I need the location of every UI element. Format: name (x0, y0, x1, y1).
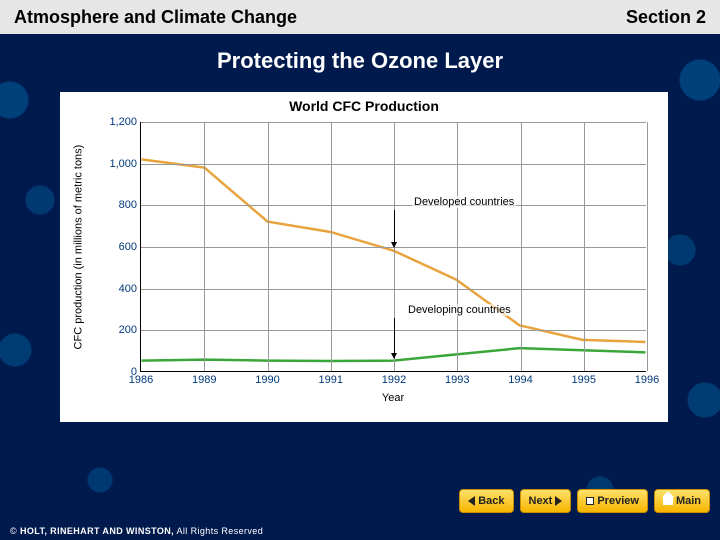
xtick-label: 1989 (192, 371, 216, 386)
back-label: Back (478, 495, 504, 507)
chart-plot-area: 02004006008001,0001,20019861989199019911… (140, 122, 646, 372)
xtick-label: 1990 (255, 371, 279, 386)
chart-ylabel: CFC production (in millions of metric to… (64, 122, 92, 372)
home-icon (663, 497, 673, 505)
gridline-v (584, 122, 585, 371)
main-label: Main (676, 495, 701, 507)
chart-title: World CFC Production (60, 98, 668, 114)
ytick-label: 1,200 (93, 116, 141, 128)
gridline-v (204, 122, 205, 371)
xtick-label: 1995 (572, 371, 596, 386)
copyright-bold: HOLT, RINEHART AND WINSTON, (20, 526, 174, 536)
annotation-pointer-icon (394, 210, 395, 247)
xtick-label: 1993 (445, 371, 469, 386)
chart-annotation: Developing countries (406, 304, 513, 316)
xtick-label: 1994 (508, 371, 532, 386)
ytick-label: 200 (93, 324, 141, 336)
copyright: © HOLT, RINEHART AND WINSTON, All Rights… (10, 526, 263, 536)
ytick-label: 400 (93, 283, 141, 295)
ytick-label: 800 (93, 199, 141, 211)
xtick-label: 1991 (319, 371, 343, 386)
next-label: Next (529, 495, 553, 507)
back-button[interactable]: Back (459, 489, 513, 513)
main-button[interactable]: Main (654, 489, 710, 513)
gridline-v (268, 122, 269, 371)
xtick-label: 1992 (382, 371, 406, 386)
gridline-v (331, 122, 332, 371)
gridline-v (457, 122, 458, 371)
ytick-label: 600 (93, 241, 141, 253)
chart-xlabel: Year (140, 392, 646, 404)
slide-title: Protecting the Ozone Layer (0, 48, 720, 74)
next-arrow-icon (555, 496, 562, 506)
slide-root: Atmosphere and Climate Change Section 2 … (0, 0, 720, 540)
chart-annotation: Developed countries (412, 196, 516, 208)
nav-bar: Back Next Preview Main (0, 486, 720, 516)
preview-label: Preview (597, 495, 639, 507)
copyright-prefix: © (10, 526, 20, 536)
header-right: Section 2 (626, 7, 706, 28)
xtick-label: 1996 (635, 371, 659, 386)
ytick-label: 1,000 (93, 158, 141, 170)
chart-container: World CFC Production CFC production (in … (60, 92, 668, 422)
annotation-pointer-icon (394, 318, 395, 358)
xtick-label: 1986 (129, 371, 153, 386)
header-band: Atmosphere and Climate Change Section 2 (0, 0, 720, 34)
header-left: Atmosphere and Climate Change (14, 7, 297, 28)
copyright-rest: All Rights Reserved (174, 526, 263, 536)
preview-button[interactable]: Preview (577, 489, 648, 513)
gridline-v (647, 122, 648, 371)
back-arrow-icon (468, 496, 475, 506)
chart-ylabel-text: CFC production (in millions of metric to… (72, 145, 84, 350)
next-button[interactable]: Next (520, 489, 572, 513)
preview-icon (586, 497, 594, 505)
gridline-v (521, 122, 522, 371)
